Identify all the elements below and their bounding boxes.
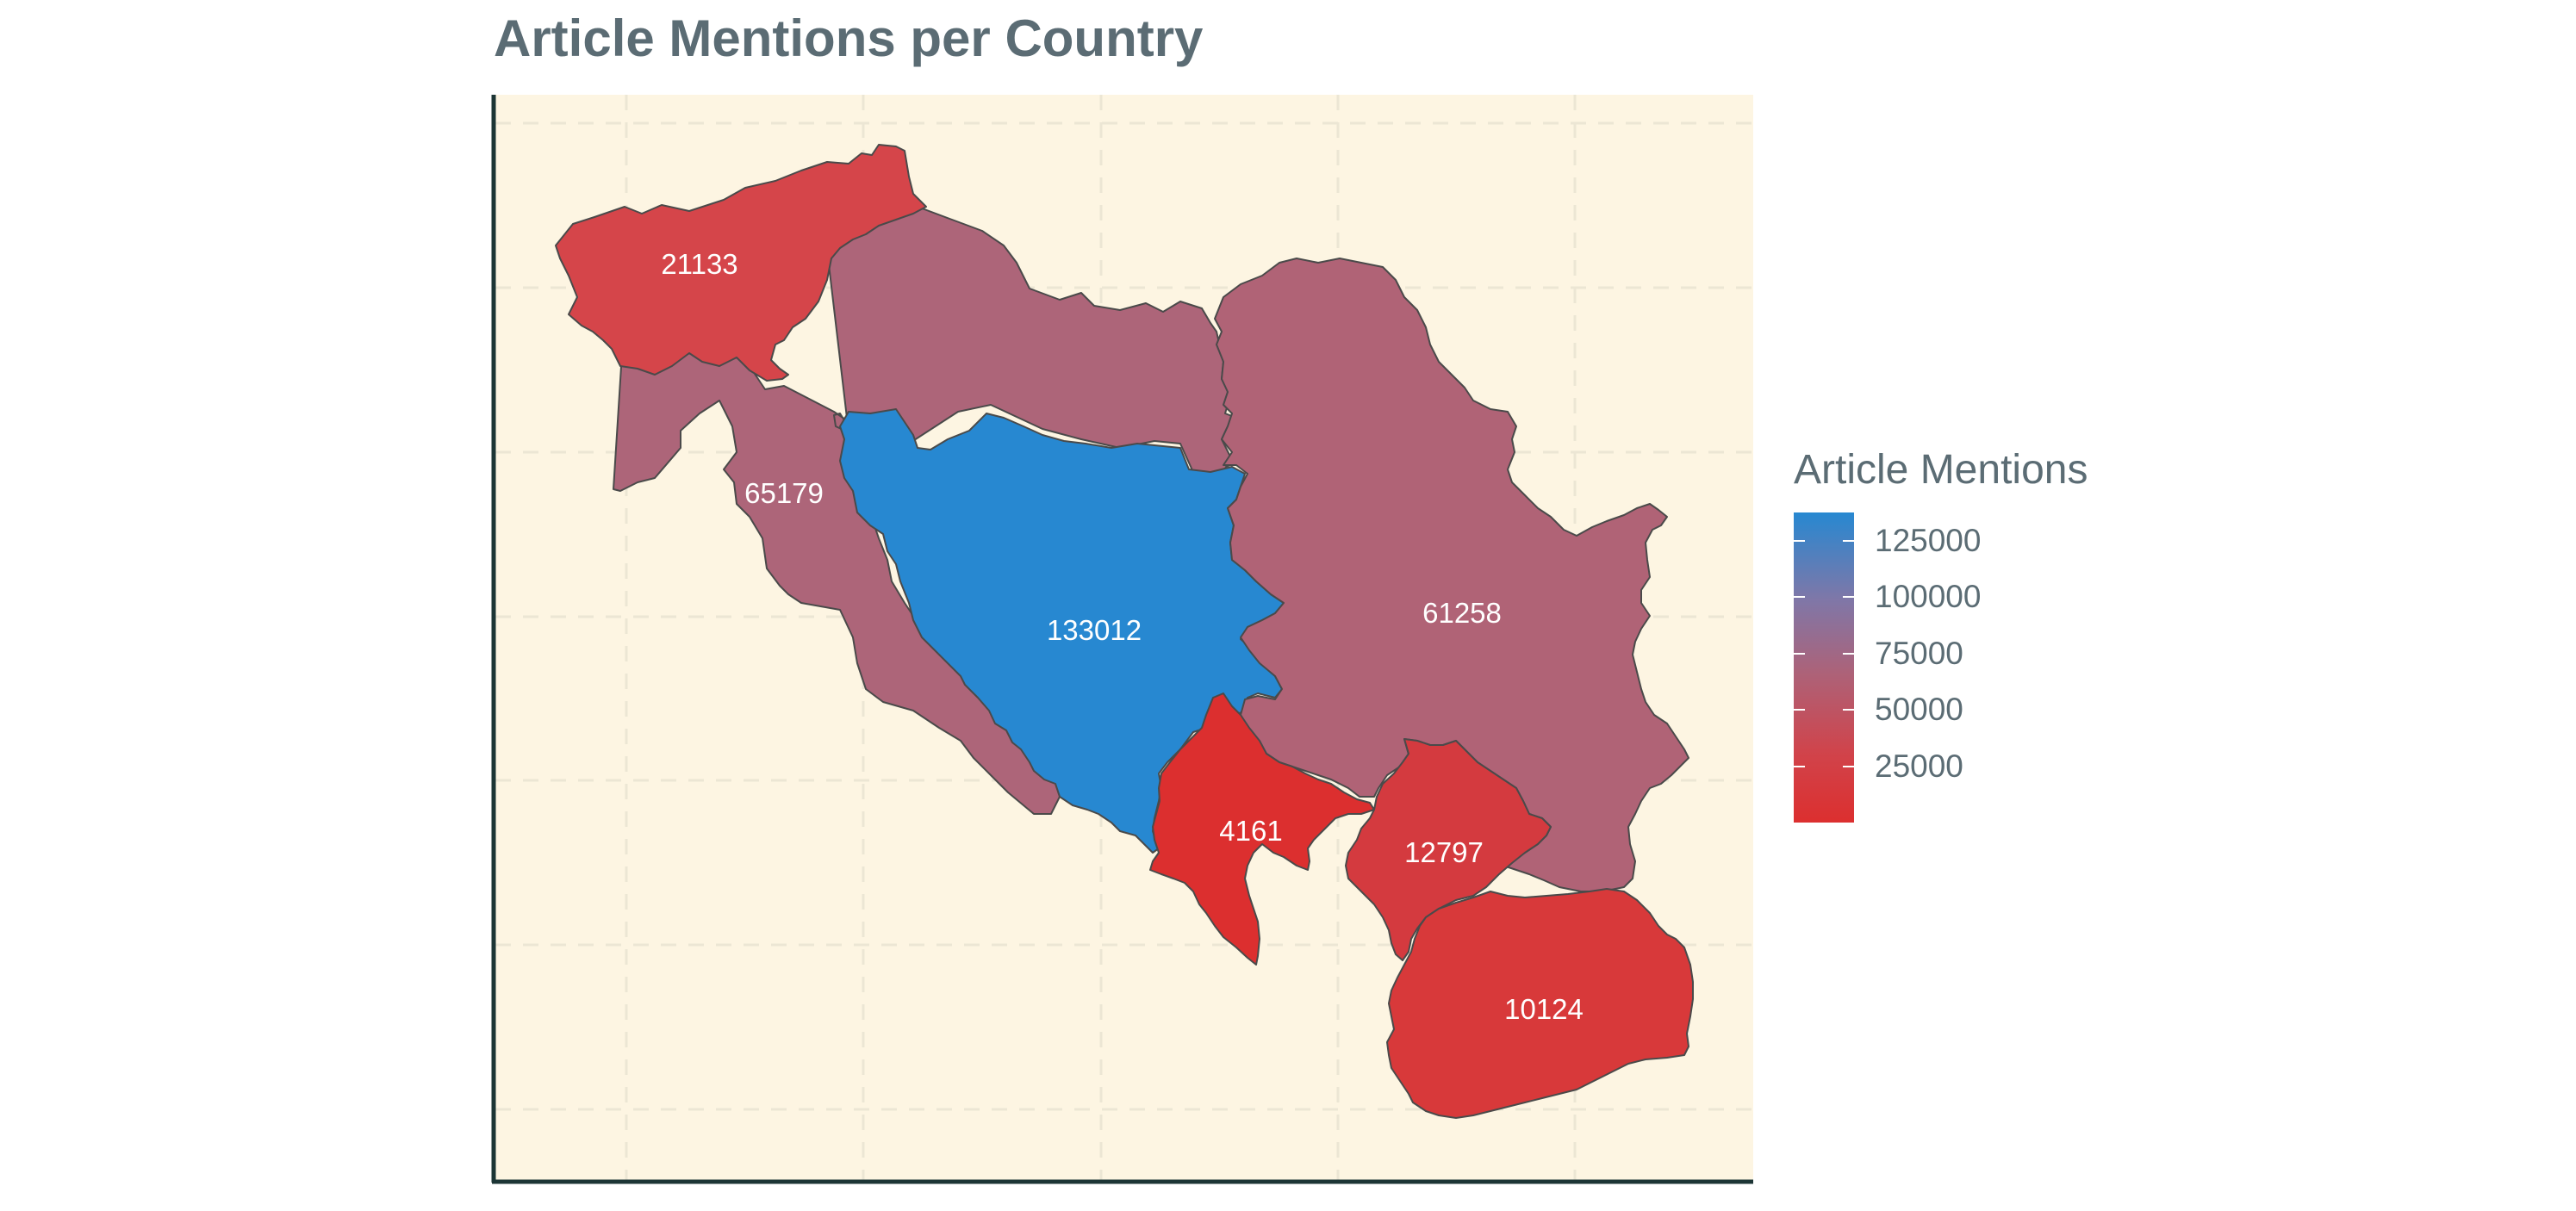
legend-title: Article Mentions xyxy=(1794,447,2088,493)
legend-tick-label: 25000 xyxy=(1875,748,1963,784)
region-montenegro[interactable] xyxy=(1149,692,1375,966)
legend-tick-left xyxy=(1794,539,1805,542)
legend-tick-left xyxy=(1794,709,1805,711)
region-label-serbia: 61258 xyxy=(1422,597,1502,629)
region-label-slovenia: 21133 xyxy=(661,248,737,280)
legend-tick-right xyxy=(1843,765,1854,767)
legend-tick-label: 75000 xyxy=(1875,635,1963,671)
legend-tick-right xyxy=(1843,539,1854,542)
legend-tick-right xyxy=(1843,652,1854,655)
legend-tick-label: 50000 xyxy=(1875,692,1963,728)
legend-tick-right xyxy=(1843,596,1854,599)
legend-tick-label: 125000 xyxy=(1875,522,1982,558)
legend-tick-label: 100000 xyxy=(1875,579,1982,615)
region-label-montenegro: 4161 xyxy=(1219,815,1282,847)
region-label-bosnia-herzegovina: 133012 xyxy=(1047,614,1142,646)
region-slovenia[interactable] xyxy=(555,144,927,382)
legend-color-bar xyxy=(1794,512,1854,823)
region-serbia[interactable] xyxy=(1214,258,1689,892)
legend-tick-right xyxy=(1843,709,1854,711)
legend-tick-left xyxy=(1794,652,1805,655)
legend-tick-left xyxy=(1794,596,1805,599)
legend-tick-left xyxy=(1794,765,1805,767)
region-north-macedonia[interactable] xyxy=(1386,888,1694,1119)
region-label-kosovo: 12797 xyxy=(1404,836,1484,868)
map-title: Article Mentions per Country xyxy=(494,9,1204,67)
region-label-croatia: 65179 xyxy=(744,477,824,509)
region-label-north-macedonia: 10124 xyxy=(1504,993,1584,1025)
